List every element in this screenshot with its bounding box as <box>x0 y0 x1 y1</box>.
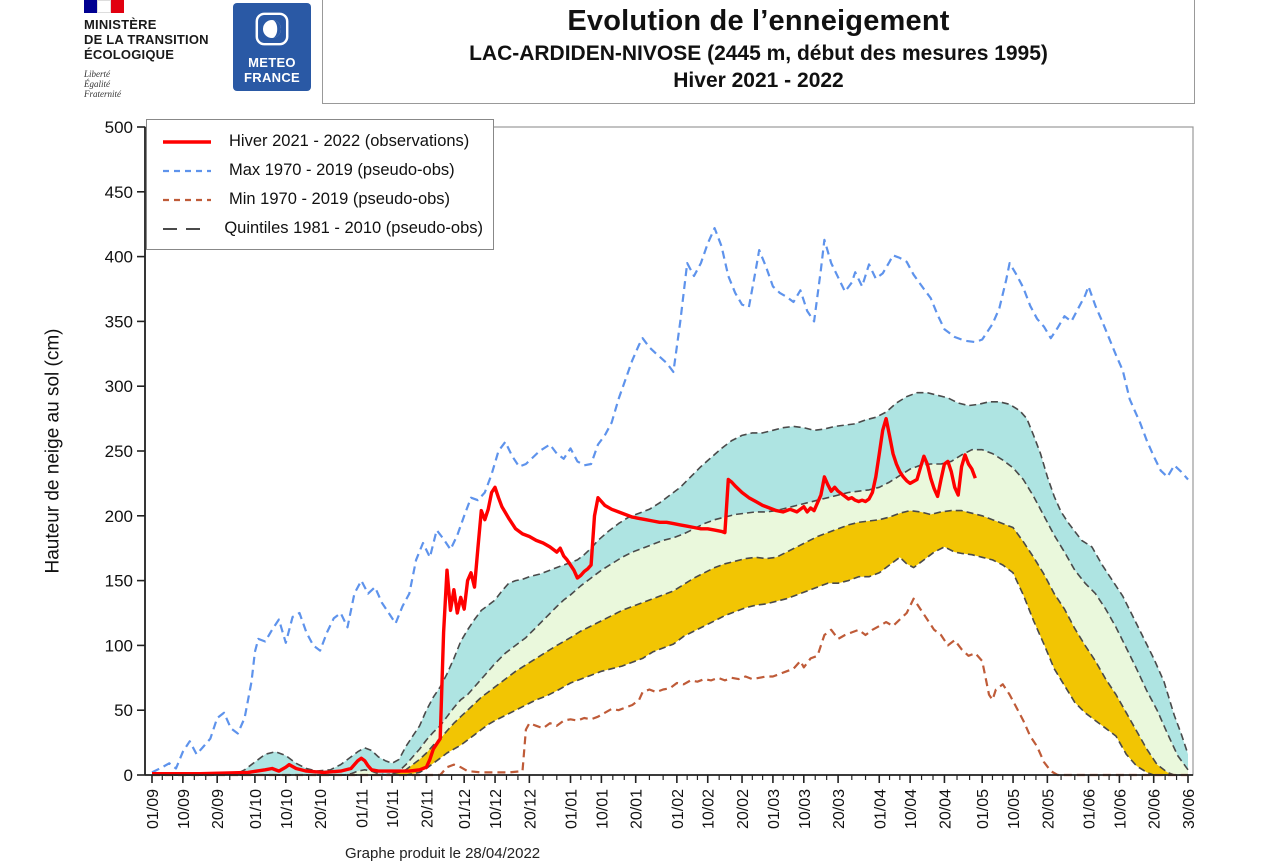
x-tick-label: 30/06 <box>1181 789 1198 829</box>
x-tick-label: 20/01 <box>629 789 646 829</box>
x-tick-label: 20/09 <box>210 789 227 829</box>
x-tick-label: 20/10 <box>313 789 330 829</box>
x-tick-label: 01/12 <box>457 789 474 829</box>
blue-dashed-sample <box>163 169 211 172</box>
motto-liberte: Liberté <box>84 69 110 79</box>
x-tick-label: 01/11 <box>354 789 371 828</box>
ministry-line2: DE LA TRANSITION <box>84 32 209 47</box>
france-label: FRANCE <box>244 70 300 85</box>
y-tick-label: 0 <box>124 766 133 785</box>
meteo-france-logo: METEO FRANCE <box>233 3 311 91</box>
x-tick-label: 10/06 <box>1112 789 1129 829</box>
y-axis-label: Hauteur de neige au sol (cm) <box>42 328 64 574</box>
red-line-sample <box>163 139 211 144</box>
quintile-40-line <box>152 509 1188 776</box>
french-flag-icon <box>84 0 125 13</box>
x-tick-label: 10/03 <box>797 789 814 829</box>
meteo-france-icon <box>253 10 291 53</box>
y-tick-label: 250 <box>105 442 133 461</box>
x-tick-label: 01/06 <box>1082 789 1099 829</box>
legend-item-min: Min 1970 - 2019 (pseudo-obs) <box>147 185 493 214</box>
y-tick-label: 200 <box>105 507 133 526</box>
y-tick-label: 50 <box>114 701 133 720</box>
x-tick-label: 01/01 <box>564 789 581 829</box>
x-tick-label: 20/02 <box>735 789 752 829</box>
motto-fraternite: Fraternité <box>84 89 121 99</box>
x-tick-label: 20/04 <box>937 789 954 829</box>
legend-item-quintiles: Quintiles 1981 - 2010 (pseudo-obs) <box>147 214 493 243</box>
legend-label: Quintiles 1981 - 2010 (pseudo-obs) <box>224 219 483 237</box>
quintile-80-line <box>152 391 1189 776</box>
x-tick-label: 20/05 <box>1040 789 1057 829</box>
quintile-band-20-40 <box>152 510 1188 775</box>
x-tick-label: 10/12 <box>488 789 505 829</box>
x-tick-label: 10/09 <box>176 789 193 829</box>
season-subtitle: Hiver 2021 - 2022 <box>673 69 844 92</box>
y-tick-label: 150 <box>105 572 133 591</box>
x-tick-label: 20/03 <box>831 789 848 829</box>
legend-label: Min 1970 - 2019 (pseudo-obs) <box>229 190 451 208</box>
ministry-line3: ÉCOLOGIQUE <box>84 47 175 62</box>
x-tick-label: 10/01 <box>594 789 611 829</box>
x-tick-label: 01/05 <box>975 789 992 829</box>
station-subtitle: LAC-ARDIDEN-NIVOSE (2445 m, début des me… <box>469 42 1048 65</box>
x-tick-label: 10/11 <box>385 789 402 828</box>
chart-legend: Hiver 2021 - 2022 (observations) Max 197… <box>146 119 494 250</box>
x-tick-label: 01/03 <box>766 789 783 829</box>
y-tick-label: 500 <box>105 118 133 137</box>
quintile-20-line <box>152 546 1188 776</box>
y-tick-label: 400 <box>105 248 133 267</box>
x-tick-label: 10/10 <box>279 789 296 829</box>
ministry-line1: MINISTÈRE <box>84 17 157 32</box>
min-1970-2019-line <box>152 597 1188 777</box>
x-tick-label: 01/10 <box>248 789 265 829</box>
x-tick-label: 01/02 <box>670 789 687 829</box>
x-tick-label: 20/06 <box>1147 789 1164 829</box>
y-tick-label: 350 <box>105 312 133 331</box>
x-tick-label: 20/11 <box>419 789 436 828</box>
x-tick-label: 10/02 <box>701 789 718 829</box>
x-tick-label: 01/04 <box>872 789 889 829</box>
hiver-2021-2022-observations-line <box>152 416 977 776</box>
chart-title-box: Evolution de l’enneigement LAC-ARDIDEN-N… <box>322 0 1195 104</box>
x-tick-label: 20/12 <box>522 789 539 829</box>
y-tick-label: 100 <box>105 636 133 655</box>
x-tick-label: 01/09 <box>145 789 162 829</box>
x-tick-label: 10/04 <box>903 789 920 829</box>
graph-produced-caption: Graphe produit le 28/04/2022 <box>345 845 541 862</box>
chart-title: Evolution de l’enneigement <box>567 5 950 37</box>
legend-label: Hiver 2021 - 2022 (observations) <box>229 132 470 150</box>
meteo-label: METEO <box>248 55 296 70</box>
motto-egalite: Égalité <box>84 79 110 89</box>
rust-dashed-sample <box>163 198 211 201</box>
y-tick-label: 450 <box>105 183 133 202</box>
ministry-logo: MINISTÈRE DE LA TRANSITION ÉCOLOGIQUE Li… <box>84 0 234 99</box>
y-tick-label: 300 <box>105 377 133 396</box>
legend-label: Max 1970 - 2019 (pseudo-obs) <box>229 161 455 179</box>
legend-item-observations: Hiver 2021 - 2022 (observations) <box>147 127 493 156</box>
max-1970-2019-line <box>151 227 1189 774</box>
legend-item-max: Max 1970 - 2019 (pseudo-obs) <box>147 156 493 185</box>
x-tick-label: 10/05 <box>1006 789 1023 829</box>
gray-longdash-sample <box>163 227 209 230</box>
